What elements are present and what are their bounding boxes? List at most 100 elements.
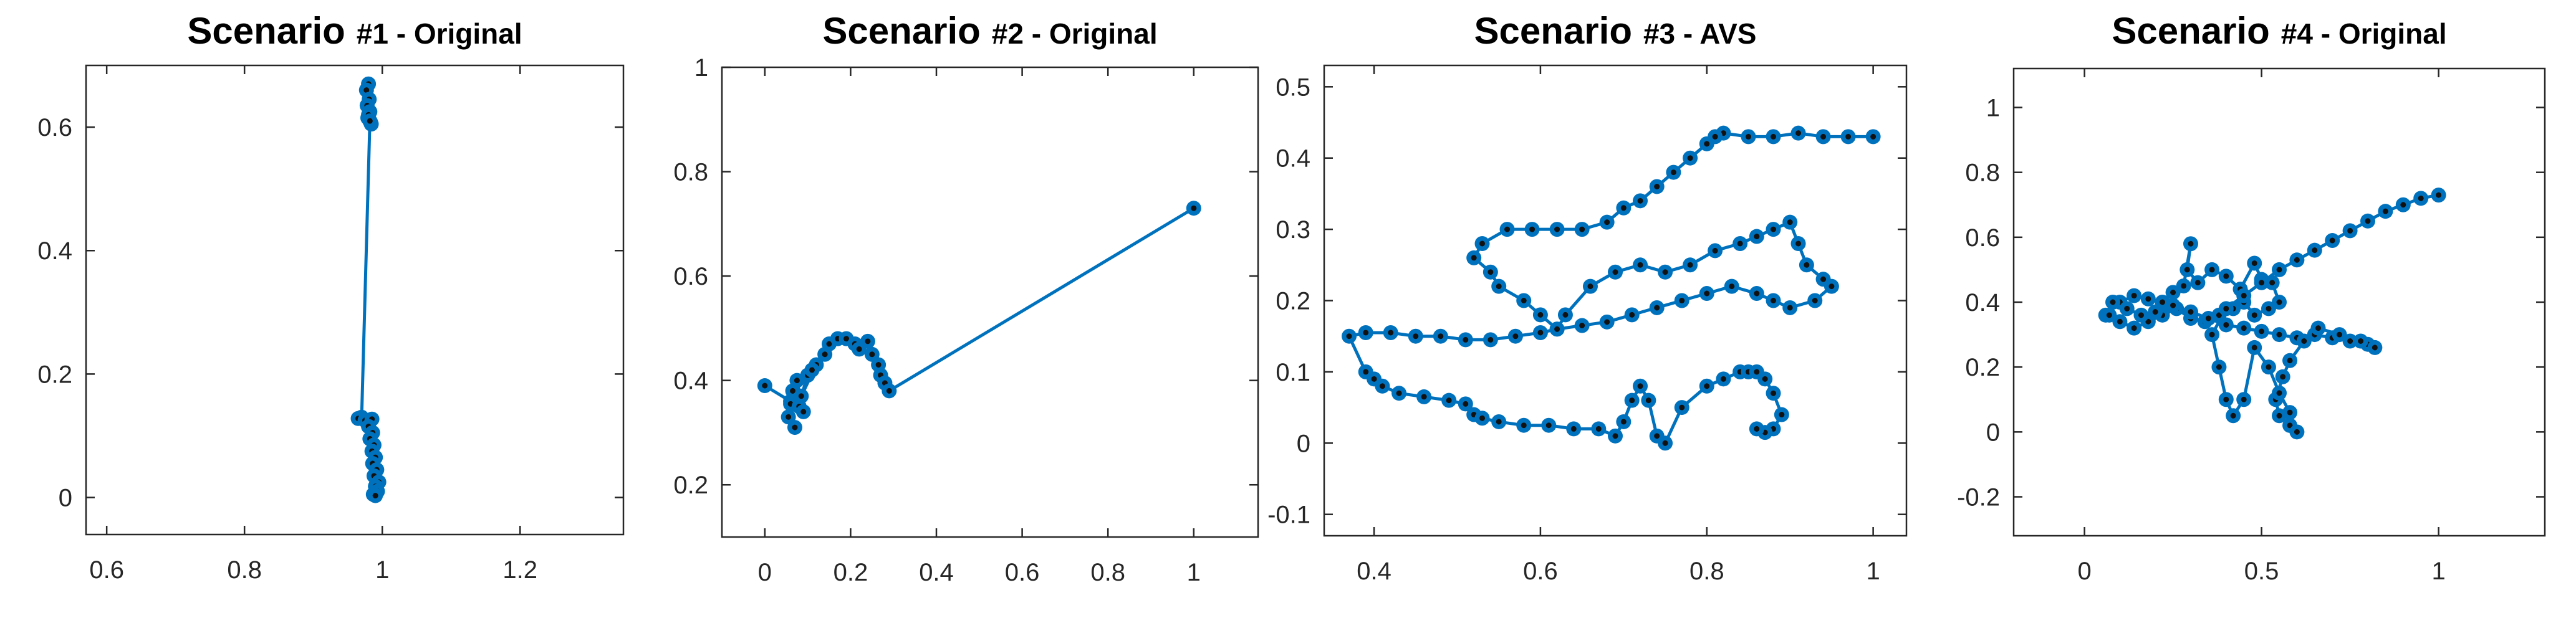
chart-title: Scenario #4 - Original — [2112, 10, 2446, 52]
data-point-core — [2106, 312, 2112, 318]
axes-box — [721, 66, 1259, 538]
data-point-core — [2216, 364, 2222, 370]
data-point-core — [1446, 397, 1452, 404]
data-point-core — [1754, 425, 1760, 432]
data-point-core — [1413, 333, 1419, 340]
data-point-core — [2170, 302, 2176, 308]
data-point-core — [1670, 169, 1676, 176]
chart-4: 0 0.5 1 -0.2 0 0.2 0.4 0.6 0.8 1 Scenario #4 - Orig… — [1957, 10, 2546, 585]
chart-1: 0.6 0.8 1 1.2 0 0.2 0.4 0.6 Scenario #1 - Origina… — [37, 10, 625, 584]
x-tick-label: 0 — [758, 559, 772, 586]
data-point-core — [2241, 396, 2247, 402]
data-point-core — [865, 338, 871, 345]
y-tick-label: 0.1 — [1276, 359, 1310, 386]
data-point-core — [1679, 298, 1685, 303]
data-point-core — [1804, 262, 1810, 268]
data-point-core — [1771, 390, 1777, 396]
data-point-core — [2241, 293, 2247, 299]
data-point-core — [1795, 130, 1802, 136]
chart-2: 0 0.2 0.4 0.6 0.8 1 0.2 0.4 0.6 0.8 1 Scenario #2 - … — [673, 10, 1259, 586]
data-point-core — [2372, 345, 2378, 351]
data-point-core — [2230, 412, 2236, 419]
data-point-core — [2145, 318, 2151, 325]
data-point-core — [1554, 226, 1560, 232]
data-point-core — [1487, 336, 1494, 343]
data-point-core — [1637, 383, 1643, 389]
data-point-core — [1771, 226, 1777, 232]
data-point-core — [2301, 338, 2307, 344]
data-point-core — [1762, 376, 1768, 382]
data-point-core — [1504, 226, 1511, 232]
y-tick-label: 0.4 — [37, 237, 72, 265]
data-point-core — [1512, 333, 1519, 340]
y-tick-label: 0 — [1297, 430, 1310, 457]
data-point-core — [1554, 326, 1560, 332]
data-point-core — [2400, 202, 2406, 208]
y-tick-label: 0.8 — [1965, 159, 2000, 187]
data-point-core — [1787, 305, 1793, 311]
data-point-core — [1704, 290, 1710, 297]
y-tick-label: 0.2 — [1276, 288, 1310, 315]
y-tick-label: 0.2 — [673, 472, 708, 499]
x-tick-label: 0.6 — [1005, 559, 1040, 586]
data-point-core — [2337, 331, 2343, 338]
y-tick-label: 1 — [694, 54, 708, 82]
data-point-core — [1396, 390, 1402, 396]
data-point-core — [1629, 397, 1635, 404]
data-point-core — [2269, 280, 2276, 286]
data-point-core — [1829, 283, 1835, 290]
data-point-core — [2131, 325, 2137, 331]
data-point-core — [2287, 409, 2293, 416]
data-point-core — [372, 493, 378, 499]
data-point-core — [1654, 183, 1660, 189]
y-tick-label: 0 — [59, 485, 72, 512]
data-point-core — [1612, 269, 1618, 275]
data-point-core — [2315, 325, 2321, 331]
data-point-core — [2205, 315, 2211, 321]
data-point-core — [1745, 133, 1751, 140]
data-point-core — [2152, 309, 2158, 315]
chart-title-main: Scenario — [187, 10, 345, 52]
data-point-core — [1388, 330, 1394, 336]
data-point-core — [1820, 276, 1827, 282]
data-point-core — [1704, 141, 1710, 147]
data-point-core — [1645, 397, 1651, 404]
chart-title-suffix: #2 - Original — [992, 17, 1158, 50]
data-point-core — [790, 387, 796, 394]
data-point-core — [1654, 433, 1660, 439]
data-point-core — [2251, 345, 2257, 351]
data-point-core — [1654, 305, 1660, 311]
data-point-core — [2117, 318, 2123, 325]
data-point-core — [1620, 419, 1627, 425]
data-point-core — [1562, 311, 1569, 318]
data-point-core — [1687, 155, 1693, 161]
data-point-core — [792, 424, 798, 430]
chart-title: Scenario #3 - AVS — [1474, 10, 1757, 52]
y-tick-label: 1 — [1986, 95, 2000, 122]
y-tick-label: 0.4 — [673, 368, 708, 395]
x-tick-label: 1 — [2431, 558, 2445, 585]
data-point-core — [1620, 205, 1627, 211]
data-point-core — [2216, 312, 2222, 318]
data-point-core — [843, 336, 850, 342]
data-point-core — [2382, 208, 2388, 214]
data-point-core — [1662, 440, 1668, 446]
data-point-core — [2276, 331, 2282, 338]
data-point-core — [2181, 283, 2187, 289]
data-point-core — [1845, 133, 1852, 140]
data-point-core — [1463, 401, 1469, 407]
data-point-core — [2276, 412, 2282, 419]
data-point-core — [367, 118, 373, 124]
data-point-core — [2276, 267, 2282, 273]
y-tick-label: 0.6 — [1965, 224, 2000, 252]
data-point-core — [1612, 433, 1618, 439]
data-point-core — [1471, 255, 1477, 261]
data-point-core — [2312, 247, 2318, 254]
data-point-core — [786, 414, 792, 420]
data-point-core — [2188, 240, 2194, 247]
data-point-core — [1771, 298, 1777, 303]
data-point-core — [1438, 333, 1444, 340]
x-tick-label: 0.4 — [1357, 558, 1391, 585]
data-point-core — [2223, 396, 2229, 402]
data-point-core — [1820, 133, 1827, 140]
